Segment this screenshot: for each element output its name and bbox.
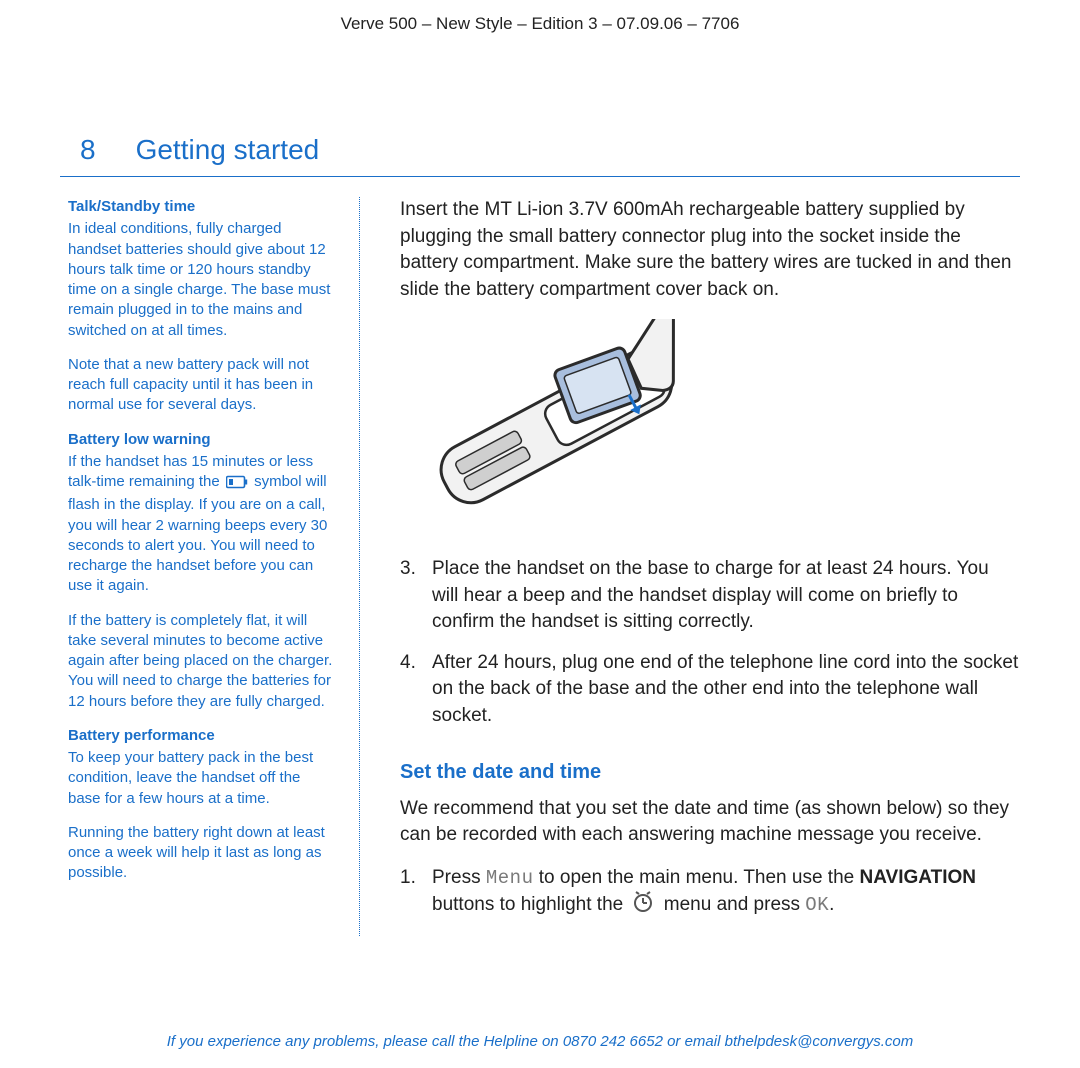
battery-icon [226, 475, 248, 495]
sub-paragraph: We recommend that you set the date and t… [400, 796, 1020, 849]
list-body: Place the handset on the base to charge … [432, 556, 1020, 636]
step-3: 3. Place the handset on the base to char… [400, 556, 1020, 636]
list-body: Press Menu to open the main menu. Then u… [432, 865, 1020, 922]
subheading-set-date-time: Set the date and time [400, 758, 1020, 786]
text-part: buttons to highlight the [432, 894, 628, 915]
clock-icon [632, 891, 654, 922]
navigation-label: NAVIGATION [860, 867, 976, 888]
title-row: 8 Getting started [60, 134, 1020, 166]
sidebar: Talk/Standby time In ideal conditions, f… [60, 197, 360, 936]
title-rule [60, 176, 1020, 177]
sidebar-text: In ideal conditions, fully charged hands… [68, 219, 335, 341]
sidebar-text-part: symbol will flash in the display. If you… [68, 473, 327, 594]
sidebar-heading-talk-standby: Talk/Standby time [68, 197, 335, 217]
sidebar-text: Running the battery right down at least … [68, 823, 335, 884]
sidebar-text: If the battery is completely flat, it wi… [68, 611, 335, 712]
sidebar-heading-battery-perf: Battery performance [68, 726, 335, 746]
text-part: to open the main menu. Then use the [533, 867, 859, 888]
list-body: After 24 hours, plug one end of the tele… [432, 650, 1020, 730]
lcd-label-menu: Menu [486, 867, 534, 889]
text-part: Press [432, 867, 486, 888]
section-title: Getting started [136, 134, 320, 166]
columns: Talk/Standby time In ideal conditions, f… [60, 197, 1020, 936]
page-footer: If you experience any problems, please c… [0, 1033, 1080, 1050]
text-part: . [829, 894, 834, 915]
sidebar-heading-battery-low: Battery low warning [68, 430, 335, 450]
sidebar-text: To keep your battery pack in the best co… [68, 748, 335, 809]
page-number: 8 [80, 134, 96, 166]
sidebar-text: If the handset has 15 minutes or less ta… [68, 452, 335, 597]
page: Verve 500 – New Style – Edition 3 – 07.0… [0, 0, 1080, 1068]
battery-install-illustration [400, 319, 710, 538]
lcd-label-ok: OK [805, 894, 829, 916]
list-number: 3. [400, 556, 422, 636]
main-column: Insert the MT Li-ion 3.7V 600mAh recharg… [360, 197, 1020, 936]
document-header: Verve 500 – New Style – Edition 3 – 07.0… [60, 14, 1020, 34]
press-step-1: 1. Press Menu to open the main menu. The… [400, 865, 1020, 922]
text-part: menu and press [658, 894, 805, 915]
list-number: 4. [400, 650, 422, 730]
step-4: 4. After 24 hours, plug one end of the t… [400, 650, 1020, 730]
list-number: 1. [400, 865, 422, 922]
sidebar-text: Note that a new battery pack will not re… [68, 355, 335, 416]
intro-paragraph: Insert the MT Li-ion 3.7V 600mAh recharg… [400, 197, 1020, 303]
